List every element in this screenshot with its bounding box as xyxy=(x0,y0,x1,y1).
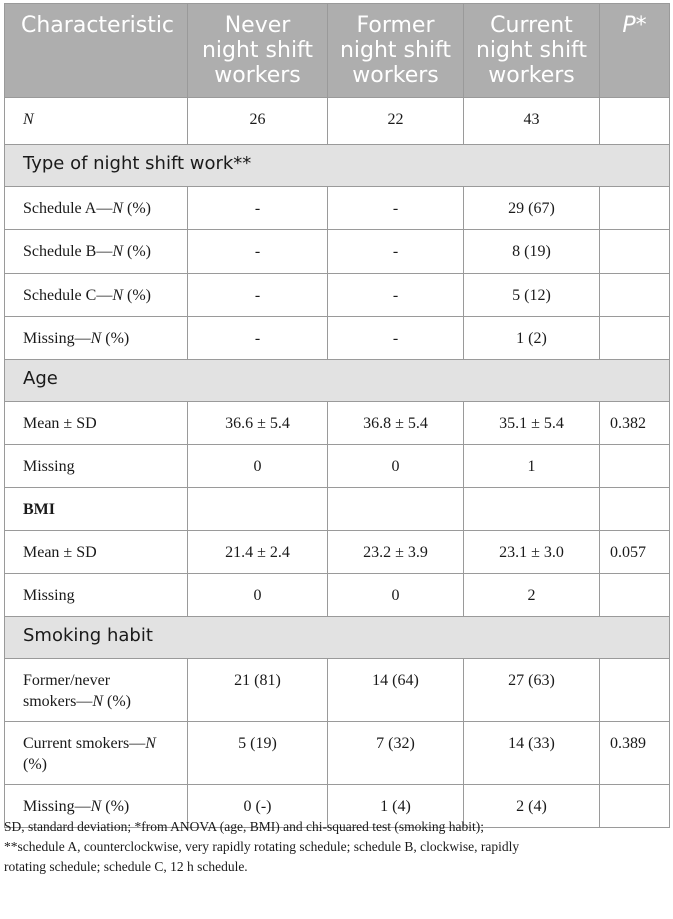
cell-p xyxy=(600,488,670,531)
header-characteristic: Characteristic xyxy=(5,4,188,98)
cell-p xyxy=(600,274,670,317)
cell-never: 21 (81) xyxy=(188,659,328,722)
cell-former: 36.8 ± 5.4 xyxy=(328,402,464,445)
cell-former: - xyxy=(328,317,464,360)
cell-p xyxy=(600,317,670,360)
cell-former: - xyxy=(328,230,464,274)
row-label: BMI xyxy=(5,488,188,531)
row-label: Mean ± SD xyxy=(5,531,188,574)
row-label: N xyxy=(5,98,188,145)
header-never: Never night shift workers xyxy=(188,4,328,98)
cell-former xyxy=(328,488,464,531)
footnote-line: rotating schedule; schedule C, 12 h sche… xyxy=(4,857,669,877)
section-title: Smoking habit xyxy=(5,617,670,659)
cell-never: - xyxy=(188,230,328,274)
table-row: Mean ± SD 21.4 ± 2.4 23.2 ± 3.9 23.1 ± 3… xyxy=(5,531,670,574)
header-former-l1: Former xyxy=(328,13,463,38)
cell-p: 0.382 xyxy=(600,402,670,445)
row-label: Current smokers—N (%) xyxy=(5,722,188,785)
footnote-line: **schedule A, counterclockwise, very rap… xyxy=(4,837,669,857)
cell-current: 1 (2) xyxy=(464,317,600,360)
cell-never: - xyxy=(188,187,328,230)
cell-never: - xyxy=(188,274,328,317)
cell-never: 5 (19) xyxy=(188,722,328,785)
cell-p xyxy=(600,659,670,722)
row-label: Schedule A—N (%) xyxy=(5,187,188,230)
table-row: Schedule A—N (%) - - 29 (67) xyxy=(5,187,670,230)
header-current-l3: workers xyxy=(464,63,599,88)
table-row: Current smokers—N (%) 5 (19) 7 (32) 14 (3… xyxy=(5,722,670,785)
header-current-l2: night shift xyxy=(464,38,599,63)
cell-former: 0 xyxy=(328,574,464,617)
header-never-l1: Never xyxy=(188,13,327,38)
row-label: Missing xyxy=(5,574,188,617)
cell-current: 5 (12) xyxy=(464,274,600,317)
section-title: Type of night shift work** xyxy=(5,145,670,187)
section-title: Age xyxy=(5,360,670,402)
row-label: Mean ± SD xyxy=(5,402,188,445)
cell-former: 14 (64) xyxy=(328,659,464,722)
row-label: Missing—N (%) xyxy=(5,317,188,360)
header-current-l1: Current xyxy=(464,13,599,38)
table-row: BMI xyxy=(5,488,670,531)
cell-current: 35.1 ± 5.4 xyxy=(464,402,600,445)
cell-former: 0 xyxy=(328,445,464,488)
table-row: Former/never smokers—N (%) 21 (81) 14 (64… xyxy=(5,659,670,722)
header-never-l2: night shift xyxy=(188,38,327,63)
cell-p xyxy=(600,445,670,488)
header-current: Current night shift workers xyxy=(464,4,600,98)
row-label: Schedule C—N (%) xyxy=(5,274,188,317)
section-row: Smoking habit xyxy=(5,617,670,659)
row-label: Former/never smokers—N (%) xyxy=(5,659,188,722)
cell-current: 27 (63) xyxy=(464,659,600,722)
cell-never: - xyxy=(188,317,328,360)
cell-current: 2 xyxy=(464,574,600,617)
section-row: Type of night shift work** xyxy=(5,145,670,187)
cell-never: 0 xyxy=(188,574,328,617)
cell-current: 8 (19) xyxy=(464,230,600,274)
cell-p xyxy=(600,187,670,230)
table-row: Schedule B—N (%) - - 8 (19) xyxy=(5,230,670,274)
table-row: Mean ± SD 36.6 ± 5.4 36.8 ± 5.4 35.1 ± 5… xyxy=(5,402,670,445)
table-row: Schedule C—N (%) - - 5 (12) xyxy=(5,274,670,317)
cell-p xyxy=(600,574,670,617)
cell-current: 29 (67) xyxy=(464,187,600,230)
table-row: Missing 0 0 2 xyxy=(5,574,670,617)
cell-p xyxy=(600,98,670,145)
cell-p: 0.389 xyxy=(600,722,670,785)
header-former-l3: workers xyxy=(328,63,463,88)
cell-former: 7 (32) xyxy=(328,722,464,785)
table-row: N 26 22 43 xyxy=(5,98,670,145)
cell-current: 1 xyxy=(464,445,600,488)
table-container: Characteristic Never night shift workers… xyxy=(4,3,669,828)
cell-former: 22 xyxy=(328,98,464,145)
header-former: Former night shift workers xyxy=(328,4,464,98)
section-row: Age xyxy=(5,360,670,402)
cell-former: - xyxy=(328,187,464,230)
table-row: Missing—N (%) - - 1 (2) xyxy=(5,317,670,360)
table-footnote: SD, standard deviation; *from ANOVA (age… xyxy=(4,817,669,877)
row-label: Missing xyxy=(5,445,188,488)
cell-current: 14 (33) xyxy=(464,722,600,785)
footnote-line: SD, standard deviation; *from ANOVA (age… xyxy=(4,817,669,837)
cell-p xyxy=(600,230,670,274)
cell-current: 43 xyxy=(464,98,600,145)
cell-former: 23.2 ± 3.9 xyxy=(328,531,464,574)
header-never-l3: workers xyxy=(188,63,327,88)
header-p: P* xyxy=(600,4,670,98)
header-former-l2: night shift xyxy=(328,38,463,63)
table-row: Missing 0 0 1 xyxy=(5,445,670,488)
cell-current: 23.1 ± 3.0 xyxy=(464,531,600,574)
cell-p: 0.057 xyxy=(600,531,670,574)
cell-never: 36.6 ± 5.4 xyxy=(188,402,328,445)
cell-never: 26 xyxy=(188,98,328,145)
cell-never xyxy=(188,488,328,531)
cell-never: 0 xyxy=(188,445,328,488)
header-row: Characteristic Never night shift workers… xyxy=(5,4,670,98)
cell-never: 21.4 ± 2.4 xyxy=(188,531,328,574)
cell-current xyxy=(464,488,600,531)
cell-former: - xyxy=(328,274,464,317)
characteristics-table: Characteristic Never night shift workers… xyxy=(4,3,670,828)
row-label: Schedule B—N (%) xyxy=(5,230,188,274)
